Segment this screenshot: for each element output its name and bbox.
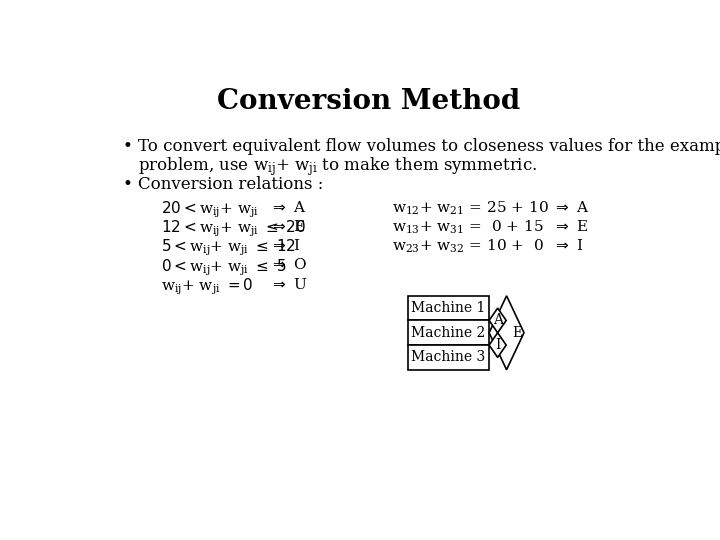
Text: To convert equivalent flow volumes to closeness values for the example: To convert equivalent flow volumes to cl… [138, 138, 720, 155]
Text: Machine 2: Machine 2 [411, 326, 485, 340]
Text: •: • [122, 177, 132, 193]
Text: $\mathregular{w_{23}}$+ $\mathregular{w_{32}}$ = 10 +  0  $\Rightarrow$ I: $\mathregular{w_{23}}$+ $\mathregular{w_… [392, 238, 584, 255]
Text: $12 < \mathregular{w_{ij}}$+ $\mathregular{w_{ji}}$ $\leq$ $20$: $12 < \mathregular{w_{ij}}$+ $\mathregul… [161, 219, 307, 239]
Text: $5 < \mathregular{w_{ij}}$+ $\mathregular{w_{ji}}$ $\leq$ $12$: $5 < \mathregular{w_{ij}}$+ $\mathregula… [161, 238, 296, 258]
Text: $\Rightarrow$ U: $\Rightarrow$ U [270, 276, 307, 292]
Text: A: A [492, 313, 503, 327]
Bar [408, 296, 489, 320]
Text: $\Rightarrow$ I: $\Rightarrow$ I [270, 238, 300, 253]
Text: Conversion Method: Conversion Method [217, 88, 521, 115]
Polygon shape [489, 296, 524, 370]
Text: $\Rightarrow$ O: $\Rightarrow$ O [270, 257, 307, 272]
Text: Machine 3: Machine 3 [411, 350, 485, 365]
Polygon shape [489, 308, 506, 333]
Text: I: I [495, 338, 500, 352]
Polygon shape [489, 333, 506, 357]
Text: Conversion relations :: Conversion relations : [138, 177, 323, 193]
Text: $0 < \mathregular{w_{ij}}$+ $\mathregular{w_{ji}}$ $\leq$ $5$: $0 < \mathregular{w_{ij}}$+ $\mathregula… [161, 257, 287, 278]
Text: •: • [122, 138, 132, 155]
Bar [408, 320, 489, 345]
Text: $\mathregular{w_{12}}$+ $\mathregular{w_{21}}$ = 25 + 10 $\Rightarrow$ A: $\mathregular{w_{12}}$+ $\mathregular{w_… [392, 200, 590, 217]
Text: Machine 1: Machine 1 [411, 301, 485, 315]
Text: $20 < \mathregular{w_{ij}}$+ $\mathregular{w_{ji}}$: $20 < \mathregular{w_{ij}}$+ $\mathregul… [161, 200, 259, 220]
Text: $\mathregular{w_{13}}$+ $\mathregular{w_{31}}$ =  0 + 15  $\Rightarrow$ E: $\mathregular{w_{13}}$+ $\mathregular{w_… [392, 219, 588, 236]
Bar [408, 345, 489, 370]
Text: problem, use $\mathregular{w_{ij}}$+ $\mathregular{w_{ji}}$ to make them symmetr: problem, use $\mathregular{w_{ij}}$+ $\m… [138, 155, 537, 178]
Text: E: E [513, 326, 523, 340]
Text: $\mathregular{w_{ij}}$+ $\mathregular{w_{ji}}$ $= 0$: $\mathregular{w_{ij}}$+ $\mathregular{w_… [161, 276, 253, 297]
Text: $\Rightarrow$ A: $\Rightarrow$ A [270, 200, 307, 214]
Text: $\Rightarrow$ E: $\Rightarrow$ E [270, 219, 305, 234]
